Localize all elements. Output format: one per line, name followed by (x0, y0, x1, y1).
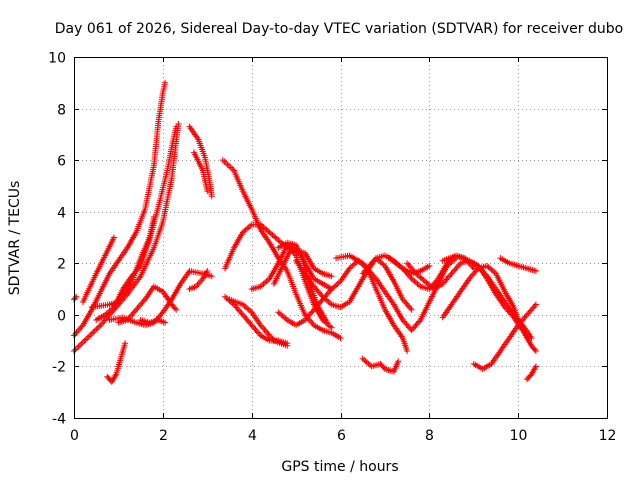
data-series-s17 (226, 296, 291, 349)
data-marker-path (71, 293, 80, 303)
data-series-s30 (470, 301, 539, 372)
data-marker-path (79, 234, 117, 305)
data-series-s12 (186, 268, 211, 293)
data-marker-path (439, 262, 526, 331)
data-series-s8 (115, 283, 180, 326)
data-series-s11 (186, 123, 215, 200)
data-marker-path (190, 149, 211, 195)
y-tick-label: 0 (57, 309, 66, 325)
y-tick-label: 10 (48, 51, 66, 67)
data-marker-path (359, 355, 402, 375)
x-axis-label: GPS time / hours (281, 459, 398, 475)
grid-lines (74, 57, 607, 418)
data-marker-path (137, 317, 169, 326)
y-tick-label: -2 (52, 360, 66, 376)
axis-ticks: 0 2 4 6 8 10 12 -4 -2 0 2 4 6 8 10 (48, 51, 616, 445)
data-series-s21 (275, 286, 335, 329)
data-marker-path (275, 286, 335, 329)
y-tick-label: 4 (57, 206, 66, 222)
data-series-s1 (71, 293, 80, 303)
data-series-s32 (524, 363, 539, 383)
x-tick-label: 0 (70, 428, 79, 444)
data-marker-path (186, 123, 215, 200)
data-marker-path (524, 363, 539, 383)
y-axis-label: SDTVAR / TECUs (7, 181, 23, 296)
data-marker-path (115, 283, 180, 326)
data-series-s4 (79, 234, 117, 305)
data-marker-path (88, 213, 157, 311)
x-tick-label: 2 (159, 428, 168, 444)
x-tick-label: 12 (599, 428, 617, 444)
y-tick-label: 6 (57, 154, 66, 170)
data-series-s29 (439, 262, 526, 331)
x-tick-label: 6 (337, 428, 346, 444)
y-tick-label: 8 (57, 103, 66, 119)
y-tick-label: 2 (57, 257, 66, 273)
y-tick-label: -4 (52, 412, 66, 428)
data-marker-path (186, 268, 211, 293)
data-series-s13 (190, 149, 211, 195)
x-tick-label: 10 (510, 428, 528, 444)
data-series-s10 (137, 317, 169, 326)
data-marker-path (226, 296, 291, 349)
data-marker-path (497, 255, 539, 274)
x-tick-label: 4 (248, 428, 257, 444)
data-series-s31 (497, 255, 539, 274)
data-series-s6 (88, 213, 157, 311)
chart-title: Day 061 of 2026, Sidereal Day-to-day VTE… (55, 21, 623, 37)
data-series-s9 (104, 340, 129, 385)
data-series-s25 (359, 355, 402, 375)
data-points (71, 79, 539, 385)
data-marker-path (104, 340, 129, 385)
data-marker-path (470, 301, 539, 372)
x-tick-label: 8 (425, 428, 434, 444)
